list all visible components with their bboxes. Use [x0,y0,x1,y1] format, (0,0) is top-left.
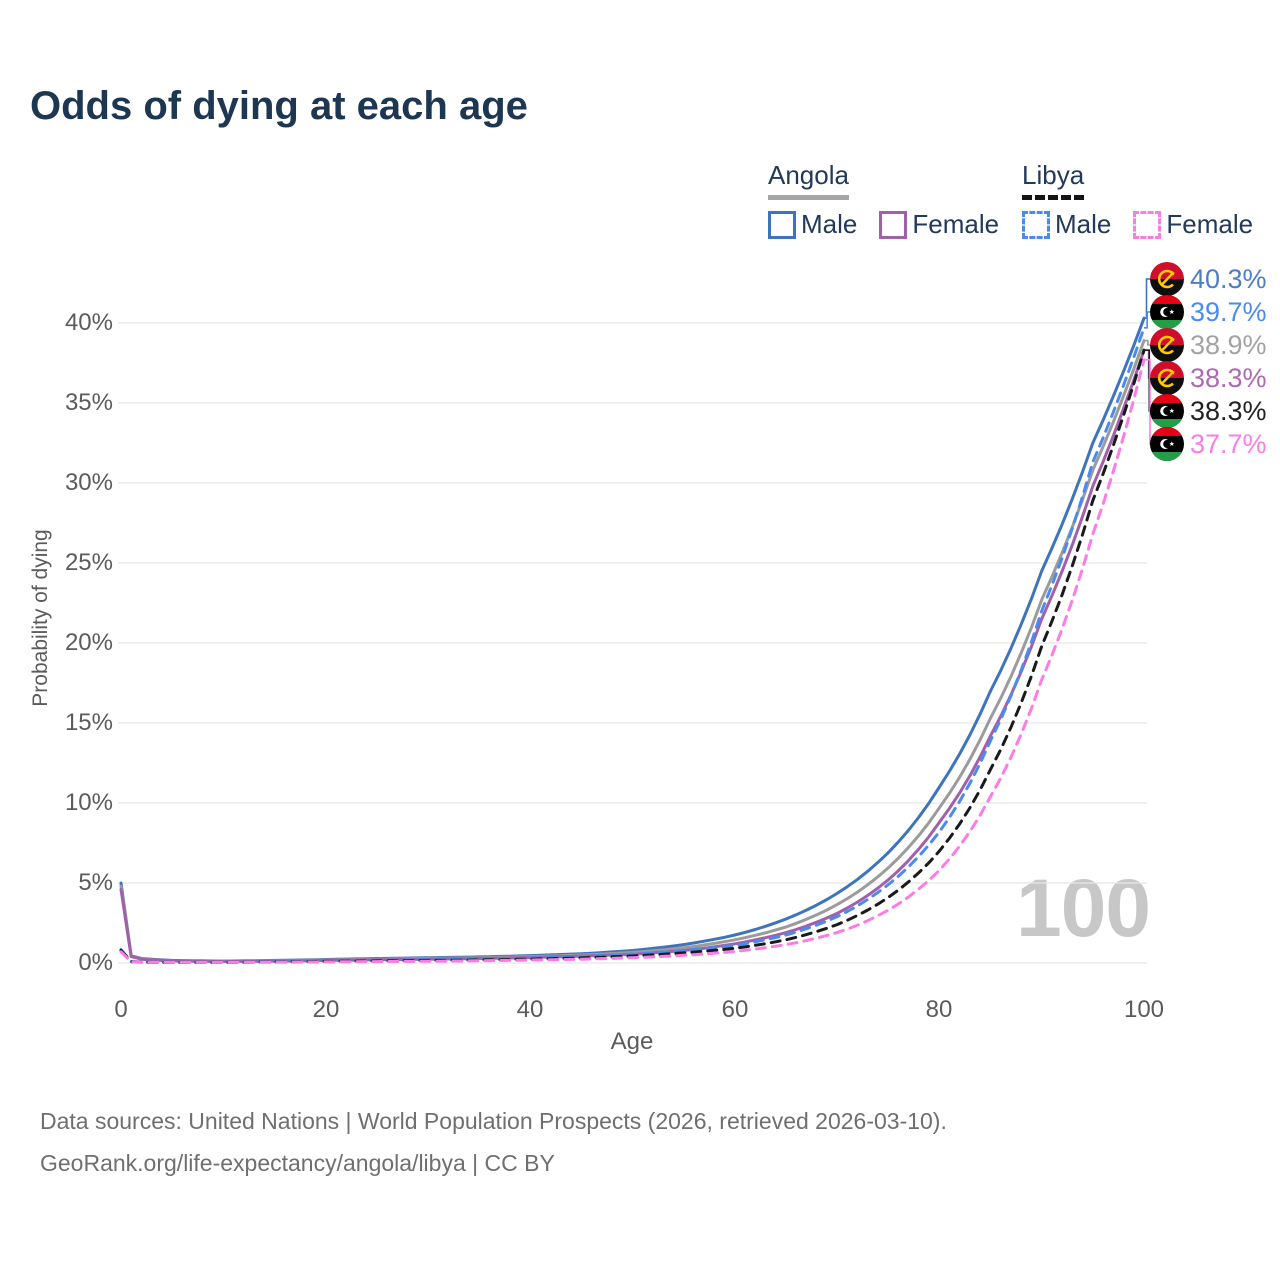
attribution-line: GeoRank.org/life-expectancy/angola/libya… [40,1150,555,1176]
legend-items-angola: Male Female [768,209,999,240]
legend-item-libya-female[interactable]: Female [1133,209,1253,240]
end-value: 38.3% [1190,395,1267,426]
angola-flag-icon [1150,328,1184,362]
legend-title-angola: Angola [768,160,849,200]
end-value: 38.9% [1190,329,1267,360]
x-axis-title: Age [610,1028,654,1055]
x-tick: 20 [312,996,340,1023]
angola-flag-icon [1150,361,1184,395]
end-label-angola-male: 40.3% [1150,262,1267,296]
end-label-libya-male: 39.7% [1150,295,1267,329]
libya-female-swatch-icon [1133,210,1162,239]
libya-flag-icon [1150,394,1184,428]
libya-male-swatch-icon [1022,210,1050,239]
legend-group-angola: Angola Male Female [768,160,999,240]
age-watermark: 100 [1016,863,1151,954]
page-title: Odds of dying at each age [30,84,528,128]
data-sources-line: Data sources: United Nations | World Pop… [40,1108,947,1134]
y-tick: 15% [64,709,113,736]
end-label-libya-female: 37.7% [1150,427,1267,461]
angola-flag-icon [1150,262,1184,296]
y-tick: 10% [64,789,113,816]
legend-items-libya: Male Female [1022,209,1253,240]
legend-title-libya: Libya [1022,160,1085,200]
end-label-angola-both: 38.9% [1150,328,1267,362]
x-tick: 0 [114,996,128,1023]
y-tick: 35% [64,389,113,416]
y-tick: 30% [64,469,113,496]
angola-female-swatch-icon [879,210,908,239]
legend-group-libya: Libya Male Female [1022,160,1253,240]
end-value: 38.3% [1190,362,1267,393]
end-value: 39.7% [1190,296,1267,327]
angola-male-swatch-icon [768,210,796,239]
legend-label: Male [801,209,858,239]
libya-flag-icon [1150,427,1184,461]
end-value: 37.7% [1190,428,1267,459]
x-tick: 40 [516,996,544,1023]
end-label-angola-female: 38.3% [1150,361,1267,395]
x-tick: 60 [721,996,749,1023]
y-tick: 40% [64,309,113,336]
y-tick: 0% [78,949,113,976]
y-tick: 25% [64,549,113,576]
legend-item-angola-female[interactable]: Female [879,209,999,240]
y-tick: 5% [78,869,113,896]
legend-label: Female [912,209,1000,239]
libya-flag-icon [1150,295,1184,329]
legend-label: Male [1055,209,1112,239]
end-value: 40.3% [1190,263,1267,294]
legend-label: Female [1166,209,1254,239]
legend-item-libya-male[interactable]: Male [1022,209,1111,240]
x-tick: 80 [925,996,953,1023]
legend-item-angola-male[interactable]: Male [768,209,857,240]
end-label-libya-both: 38.3% [1150,394,1267,428]
y-tick: 20% [64,629,113,656]
x-tick: 100 [1123,996,1165,1023]
